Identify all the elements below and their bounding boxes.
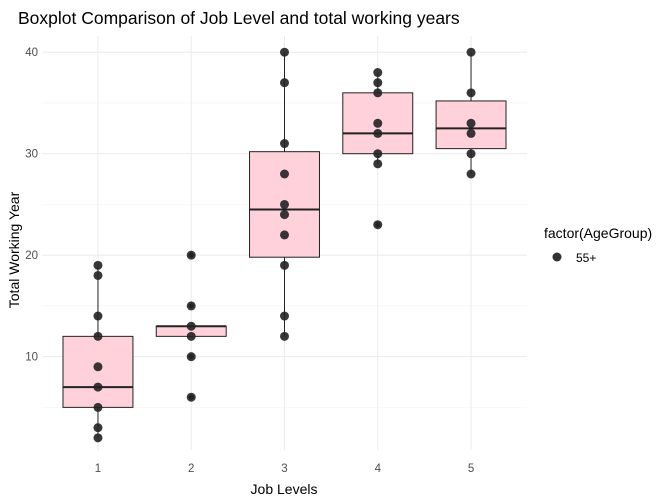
data-point [373, 88, 383, 98]
data-point [373, 68, 383, 78]
data-point [280, 78, 289, 88]
x-tick-labels: 1 2 3 4 5 [95, 463, 474, 475]
box-group [249, 52, 320, 337]
outlier-point [375, 222, 381, 228]
data-point [93, 260, 103, 270]
data-point [373, 78, 383, 88]
data-point [280, 210, 289, 220]
data-point [466, 47, 476, 57]
data-point [280, 260, 289, 270]
data-point [186, 331, 196, 341]
y-tick-label: 30 [25, 149, 38, 161]
legend-label: 55+ [576, 251, 596, 265]
data-point [466, 149, 476, 159]
outlier-point [188, 303, 194, 309]
y-tick-label: 10 [25, 352, 38, 364]
data-point [373, 118, 383, 128]
data-point [466, 169, 476, 179]
data-point [93, 433, 103, 443]
x-tick-label: 2 [188, 463, 194, 475]
y-axis-title: Total Working Year [6, 191, 22, 308]
legend-key-point [552, 252, 562, 262]
data-point [93, 402, 103, 412]
data-point [373, 159, 383, 169]
data-point [280, 199, 289, 209]
data-point [466, 88, 476, 98]
x-tick-label: 4 [375, 463, 382, 475]
data-point [280, 331, 289, 341]
data-point [280, 230, 289, 240]
data-point [93, 331, 103, 341]
data-point [93, 362, 103, 372]
data-point [466, 128, 476, 138]
data-point [466, 118, 476, 128]
data-point [93, 270, 103, 280]
y-tick-label: 40 [25, 47, 38, 59]
data-point [93, 382, 103, 392]
x-tick-label: 1 [95, 463, 101, 475]
data-point [373, 128, 383, 138]
data-point [373, 149, 383, 159]
y-tick-label: 20 [25, 250, 38, 262]
x-tick-label: 3 [281, 463, 287, 475]
data-point [280, 139, 289, 149]
chart-title: Boxplot Comparison of Job Level and tota… [18, 8, 460, 28]
outlier-point [188, 354, 194, 360]
data-point [93, 311, 103, 321]
point-layer [93, 47, 476, 443]
legend-title: factor(AgeGroup) [544, 225, 652, 241]
data-point [280, 47, 289, 57]
data-point [186, 321, 196, 331]
data-point [93, 423, 103, 433]
outlier-point [188, 252, 194, 258]
data-point [280, 311, 289, 321]
y-tick-labels: 10 20 30 40 [25, 47, 38, 363]
outlier-point [188, 394, 194, 400]
legend: factor(AgeGroup) 55+ [544, 225, 652, 265]
box-group [62, 265, 134, 438]
data-point [280, 169, 289, 179]
x-axis-title: Job Levels [251, 481, 318, 497]
x-tick-label: 5 [468, 463, 474, 475]
iqr-box [62, 335, 134, 408]
